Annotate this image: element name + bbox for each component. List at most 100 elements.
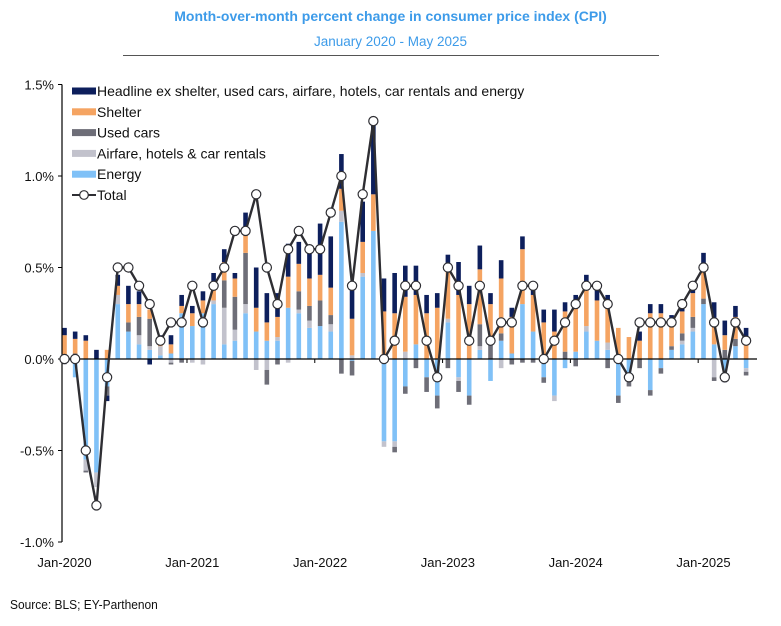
legend-label-energy: Energy [97, 166, 141, 182]
legend-swatch-headline-ex [72, 87, 96, 95]
total-point [80, 445, 92, 456]
bar-segment-shelter [679, 311, 685, 334]
bar-segment-airfare-hotels [339, 210, 344, 222]
bar-segment-used-cars [403, 386, 408, 394]
bar-segment-shelter [605, 305, 610, 343]
bar-segment-airfare-hotels [711, 359, 717, 378]
bar-segment-airfare-hotels [168, 359, 174, 363]
total-point [261, 262, 273, 273]
bar-segment-shelter [413, 294, 419, 345]
bar-segment-used-cars [136, 316, 142, 336]
bar-segment-airfare-hotels [381, 441, 387, 447]
bar-segment-used-cars [296, 291, 302, 310]
bar-segment-airfare-hotels [349, 355, 355, 359]
total-point [400, 280, 411, 291]
bar-segment-energy [743, 359, 749, 369]
bar-segment-energy [722, 359, 728, 374]
total-point [613, 353, 624, 365]
total-point [378, 353, 390, 365]
bar-segment-shelter [243, 234, 248, 253]
bar-segment-energy [94, 359, 99, 473]
bar-segment-headline-ex [722, 320, 728, 336]
bar-segment-energy [381, 359, 387, 442]
x-tick-label: Jan-2022 [293, 555, 347, 570]
bar-segment-shelter [62, 335, 67, 359]
bar-segment-headline-ex [296, 241, 302, 264]
total-point [357, 189, 368, 200]
bar-segment-energy [509, 353, 515, 359]
legend-label-total: Total [97, 187, 127, 203]
bar-segment-headline-ex [701, 252, 706, 268]
total-point [581, 280, 592, 291]
bar-segment-energy [339, 221, 344, 359]
bar-segment-energy [616, 359, 621, 396]
bar-segment-airfare-hotels [307, 320, 312, 328]
bar-segment-shelter [573, 305, 578, 352]
bar-segment-shelter [349, 318, 355, 356]
bar-segment-headline-ex [509, 307, 515, 317]
total-point [91, 500, 102, 511]
bar-segment-headline-ex [136, 291, 142, 305]
bar-segment-energy [83, 359, 89, 460]
total-point [410, 280, 422, 291]
total-point [495, 317, 507, 328]
bar-segment-used-cars [424, 377, 429, 392]
bar-segment-energy [520, 304, 525, 359]
total-point [442, 262, 454, 273]
bar-segment-shelter [477, 269, 483, 325]
legend-marker-total [79, 190, 89, 200]
bar-segment-headline-ex [285, 243, 291, 277]
bar-segment-energy [360, 276, 365, 359]
total-point [219, 262, 230, 273]
bar-segment-energy [594, 340, 600, 359]
bar-segment-headline-ex [541, 309, 547, 323]
bar-segment-airfare-hotels [136, 335, 142, 345]
bar-segment-energy [711, 344, 717, 359]
bar-segment-used-cars [711, 377, 717, 381]
bar-segment-shelter [530, 294, 536, 332]
bar-segment-airfare-hotels [690, 327, 696, 332]
total-point [304, 243, 315, 255]
bar-segment-airfare-hotels [392, 441, 397, 447]
bar-segment-headline-ex [498, 260, 504, 279]
bar-segment-energy [253, 331, 259, 359]
bar-segment-headline-ex [381, 278, 387, 312]
total-point [368, 115, 379, 127]
bar-segment-energy [488, 359, 493, 381]
bar-segment-airfare-hotels [584, 326, 589, 332]
bar-segment-headline-ex [445, 254, 451, 264]
total-point [719, 372, 731, 383]
bar-segment-airfare-hotels [552, 395, 557, 402]
total-point [176, 317, 187, 328]
bar-segment-energy [371, 230, 376, 359]
total-point [655, 317, 667, 328]
bar-segment-used-cars [126, 322, 131, 332]
bar-segment-used-cars [530, 359, 536, 363]
bar-segment-headline-ex [658, 304, 664, 314]
bar-segment-shelter [126, 304, 131, 323]
bar-segment-energy [562, 359, 568, 369]
bar-segment-headline-ex [62, 327, 67, 336]
bar-segment-shelter [488, 304, 493, 341]
bar-segment-shelter [232, 278, 238, 297]
bar-segment-used-cars [498, 333, 504, 341]
bar-segment-used-cars [690, 316, 696, 328]
bar-segment-energy [200, 313, 206, 359]
bar-segment-used-cars [541, 377, 547, 383]
bar-segment-shelter [275, 316, 280, 338]
bar-segment-energy [147, 349, 152, 359]
bar-segment-headline-ex [221, 249, 227, 263]
bar-segment-shelter [296, 263, 302, 292]
bar-segment-energy [317, 326, 323, 359]
total-point [251, 189, 262, 200]
total-point [740, 335, 752, 346]
bar-segment-headline-ex [711, 302, 717, 319]
bar-segment-airfare-hotels [498, 359, 504, 369]
bar-segment-energy [552, 359, 557, 396]
bar-segment-shelter [509, 316, 515, 354]
bar-segment-headline-ex [392, 272, 397, 314]
bar-segment-headline-ex [147, 359, 152, 365]
bar-segment-energy [647, 359, 653, 391]
total-point [336, 170, 347, 182]
bar-segment-shelter [339, 188, 344, 211]
